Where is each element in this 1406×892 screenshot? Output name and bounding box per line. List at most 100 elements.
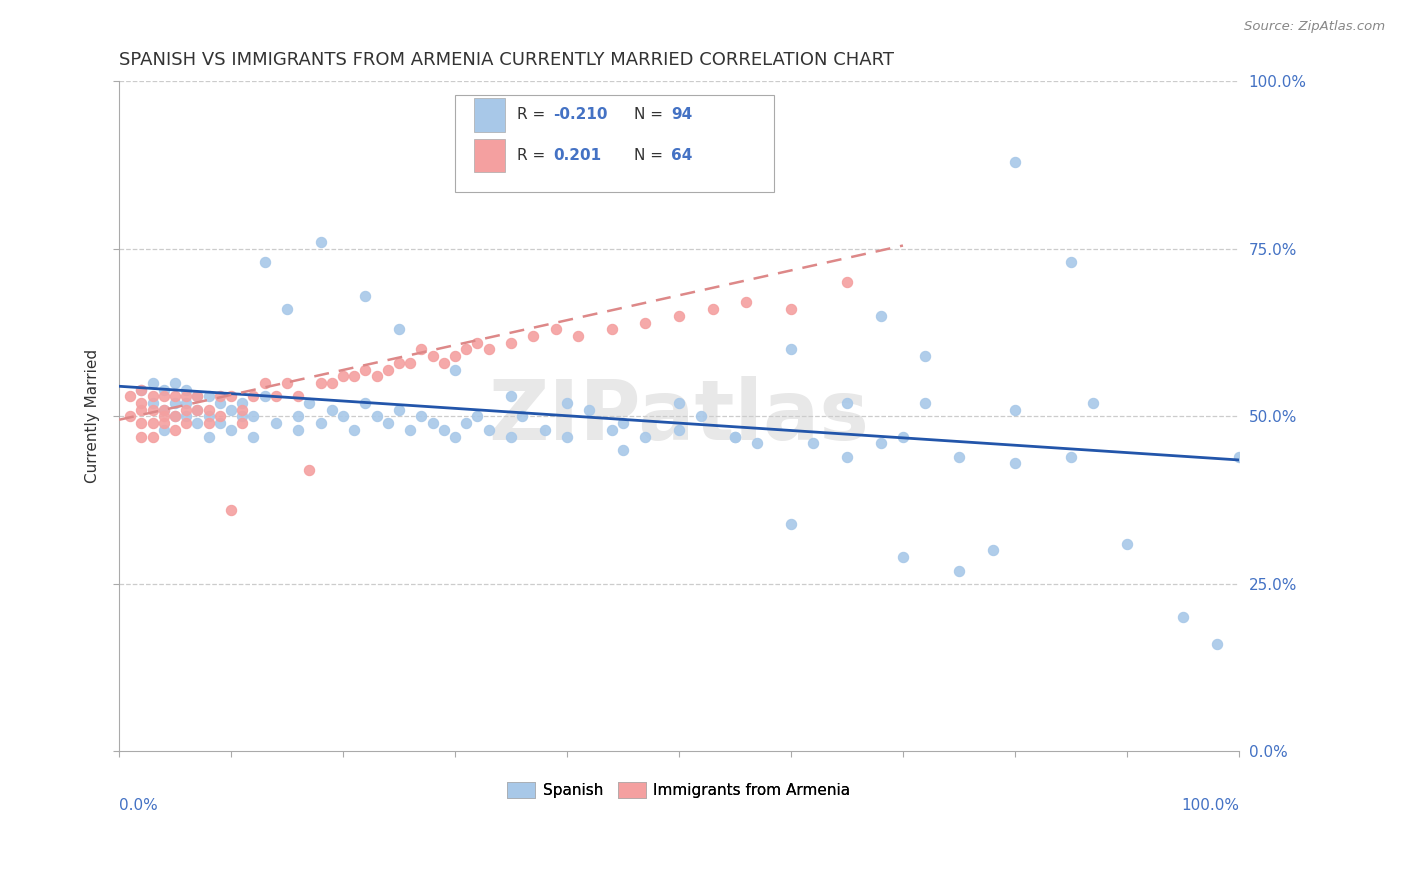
Point <box>1004 456 1026 470</box>
Point <box>478 423 501 437</box>
Point <box>163 409 186 424</box>
Point <box>208 409 231 424</box>
Point <box>578 402 600 417</box>
Point <box>422 349 444 363</box>
Point <box>433 356 456 370</box>
Point <box>411 343 433 357</box>
Point <box>174 402 197 417</box>
Point <box>948 564 970 578</box>
Point <box>780 516 803 531</box>
Y-axis label: Currently Married: Currently Married <box>86 350 100 483</box>
Point <box>702 302 724 317</box>
Point <box>174 416 197 430</box>
Point <box>142 402 165 417</box>
Point <box>1004 154 1026 169</box>
Point <box>1060 255 1083 269</box>
Point <box>467 335 489 350</box>
Point <box>321 402 343 417</box>
Point <box>298 396 321 410</box>
Point <box>1060 450 1083 464</box>
Point <box>544 322 567 336</box>
Point <box>1116 537 1139 551</box>
Point <box>174 383 197 397</box>
Point <box>478 343 501 357</box>
Point <box>891 550 914 565</box>
Point <box>142 389 165 403</box>
Point <box>366 409 388 424</box>
Point <box>120 389 142 403</box>
FancyBboxPatch shape <box>456 95 775 192</box>
Point <box>174 389 197 403</box>
Point <box>186 389 208 403</box>
Point <box>287 409 309 424</box>
Point <box>142 376 165 390</box>
Point <box>231 396 253 410</box>
Point <box>309 235 332 250</box>
Point <box>242 429 264 443</box>
Point <box>264 416 287 430</box>
Point <box>499 429 522 443</box>
Point <box>388 356 411 370</box>
Point <box>276 302 298 317</box>
Point <box>354 396 377 410</box>
Point <box>343 369 366 384</box>
Point <box>467 409 489 424</box>
Point <box>914 396 936 410</box>
Point <box>948 450 970 464</box>
Point <box>735 295 758 310</box>
Point <box>197 402 219 417</box>
Point <box>208 389 231 403</box>
Point <box>332 409 354 424</box>
Point <box>332 369 354 384</box>
Point <box>690 409 713 424</box>
Point <box>377 416 399 430</box>
Point <box>634 429 657 443</box>
Point <box>724 429 747 443</box>
Text: 100.0%: 100.0% <box>1181 798 1239 814</box>
Point <box>142 396 165 410</box>
Point <box>142 429 165 443</box>
Point <box>444 349 467 363</box>
Point <box>377 362 399 376</box>
Point <box>354 289 377 303</box>
Point <box>835 450 858 464</box>
Point <box>120 409 142 424</box>
Point <box>343 423 366 437</box>
Point <box>780 302 803 317</box>
Point <box>153 416 176 430</box>
Legend: Spanish, Immigrants from Armenia: Spanish, Immigrants from Armenia <box>502 776 856 805</box>
Point <box>869 436 891 450</box>
Point <box>186 389 208 403</box>
Point <box>1171 610 1194 624</box>
Point <box>197 389 219 403</box>
Point <box>567 329 589 343</box>
Point <box>422 416 444 430</box>
Text: ZIPatlas: ZIPatlas <box>488 376 869 457</box>
Point <box>1083 396 1105 410</box>
Point <box>231 402 253 417</box>
Point <box>600 322 623 336</box>
Point <box>208 416 231 430</box>
Point <box>219 503 242 517</box>
Point <box>555 429 578 443</box>
Point <box>724 429 747 443</box>
Point <box>242 409 264 424</box>
Point <box>835 396 858 410</box>
Text: 0.201: 0.201 <box>554 148 602 163</box>
Point <box>131 396 153 410</box>
Point <box>174 409 197 424</box>
Point <box>287 389 309 403</box>
Point <box>835 276 858 290</box>
Point <box>197 409 219 424</box>
FancyBboxPatch shape <box>474 98 505 132</box>
Point <box>634 316 657 330</box>
Point <box>510 409 533 424</box>
Point <box>444 362 467 376</box>
Point <box>399 423 422 437</box>
Point <box>153 423 176 437</box>
Point <box>366 369 388 384</box>
Point <box>456 343 478 357</box>
Point <box>668 309 690 323</box>
Point <box>276 376 298 390</box>
Point <box>612 442 634 457</box>
